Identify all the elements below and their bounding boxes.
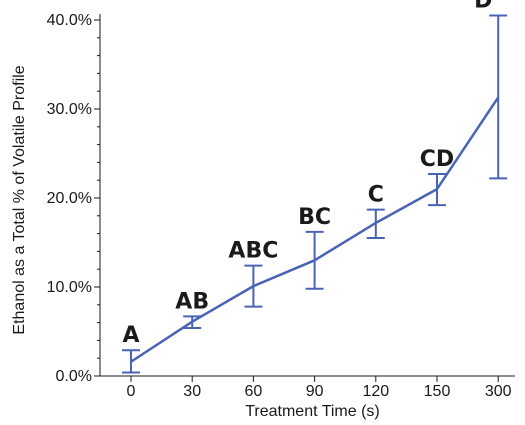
tick-group: 0.0% 10.0% 20.0% 30.0% 40.0% 0 30 60 90 120 150 300 bbox=[47, 12, 512, 400]
significance-label: D bbox=[474, 0, 492, 14]
y-tick-label: 40.0% bbox=[47, 12, 92, 29]
x-tick-label: 30 bbox=[183, 383, 201, 400]
series-line bbox=[130, 96, 500, 363]
significance-label: C bbox=[368, 183, 384, 208]
x-tick-label: 120 bbox=[362, 383, 389, 400]
x-tick-label: 300 bbox=[485, 383, 512, 400]
significance-label: BC bbox=[298, 205, 331, 230]
series-layer bbox=[122, 14, 508, 374]
axes bbox=[99, 14, 515, 377]
x-tick-label: 90 bbox=[306, 383, 324, 400]
x-axis-title: Treatment Time (s) bbox=[245, 403, 380, 420]
x-tick-label: 60 bbox=[245, 383, 263, 400]
y-tick-label: 20.0% bbox=[47, 190, 92, 207]
significance-labels: A AB ABC BC C CD D bbox=[122, 0, 492, 348]
y-axis-title: Ethanol as a Total % of Volatile Profile bbox=[11, 65, 28, 334]
significance-label: AB bbox=[175, 289, 209, 314]
x-tick-label: 150 bbox=[424, 383, 451, 400]
significance-label: ABC bbox=[228, 239, 278, 264]
y-tick-label: 30.0% bbox=[47, 101, 92, 118]
x-tick-label: 0 bbox=[127, 383, 136, 400]
significance-label: CD bbox=[420, 147, 454, 172]
significance-label: A bbox=[122, 323, 139, 348]
y-tick-label: 10.0% bbox=[47, 279, 92, 296]
y-tick-label: 0.0% bbox=[56, 368, 92, 385]
error-bar bbox=[489, 14, 508, 180]
